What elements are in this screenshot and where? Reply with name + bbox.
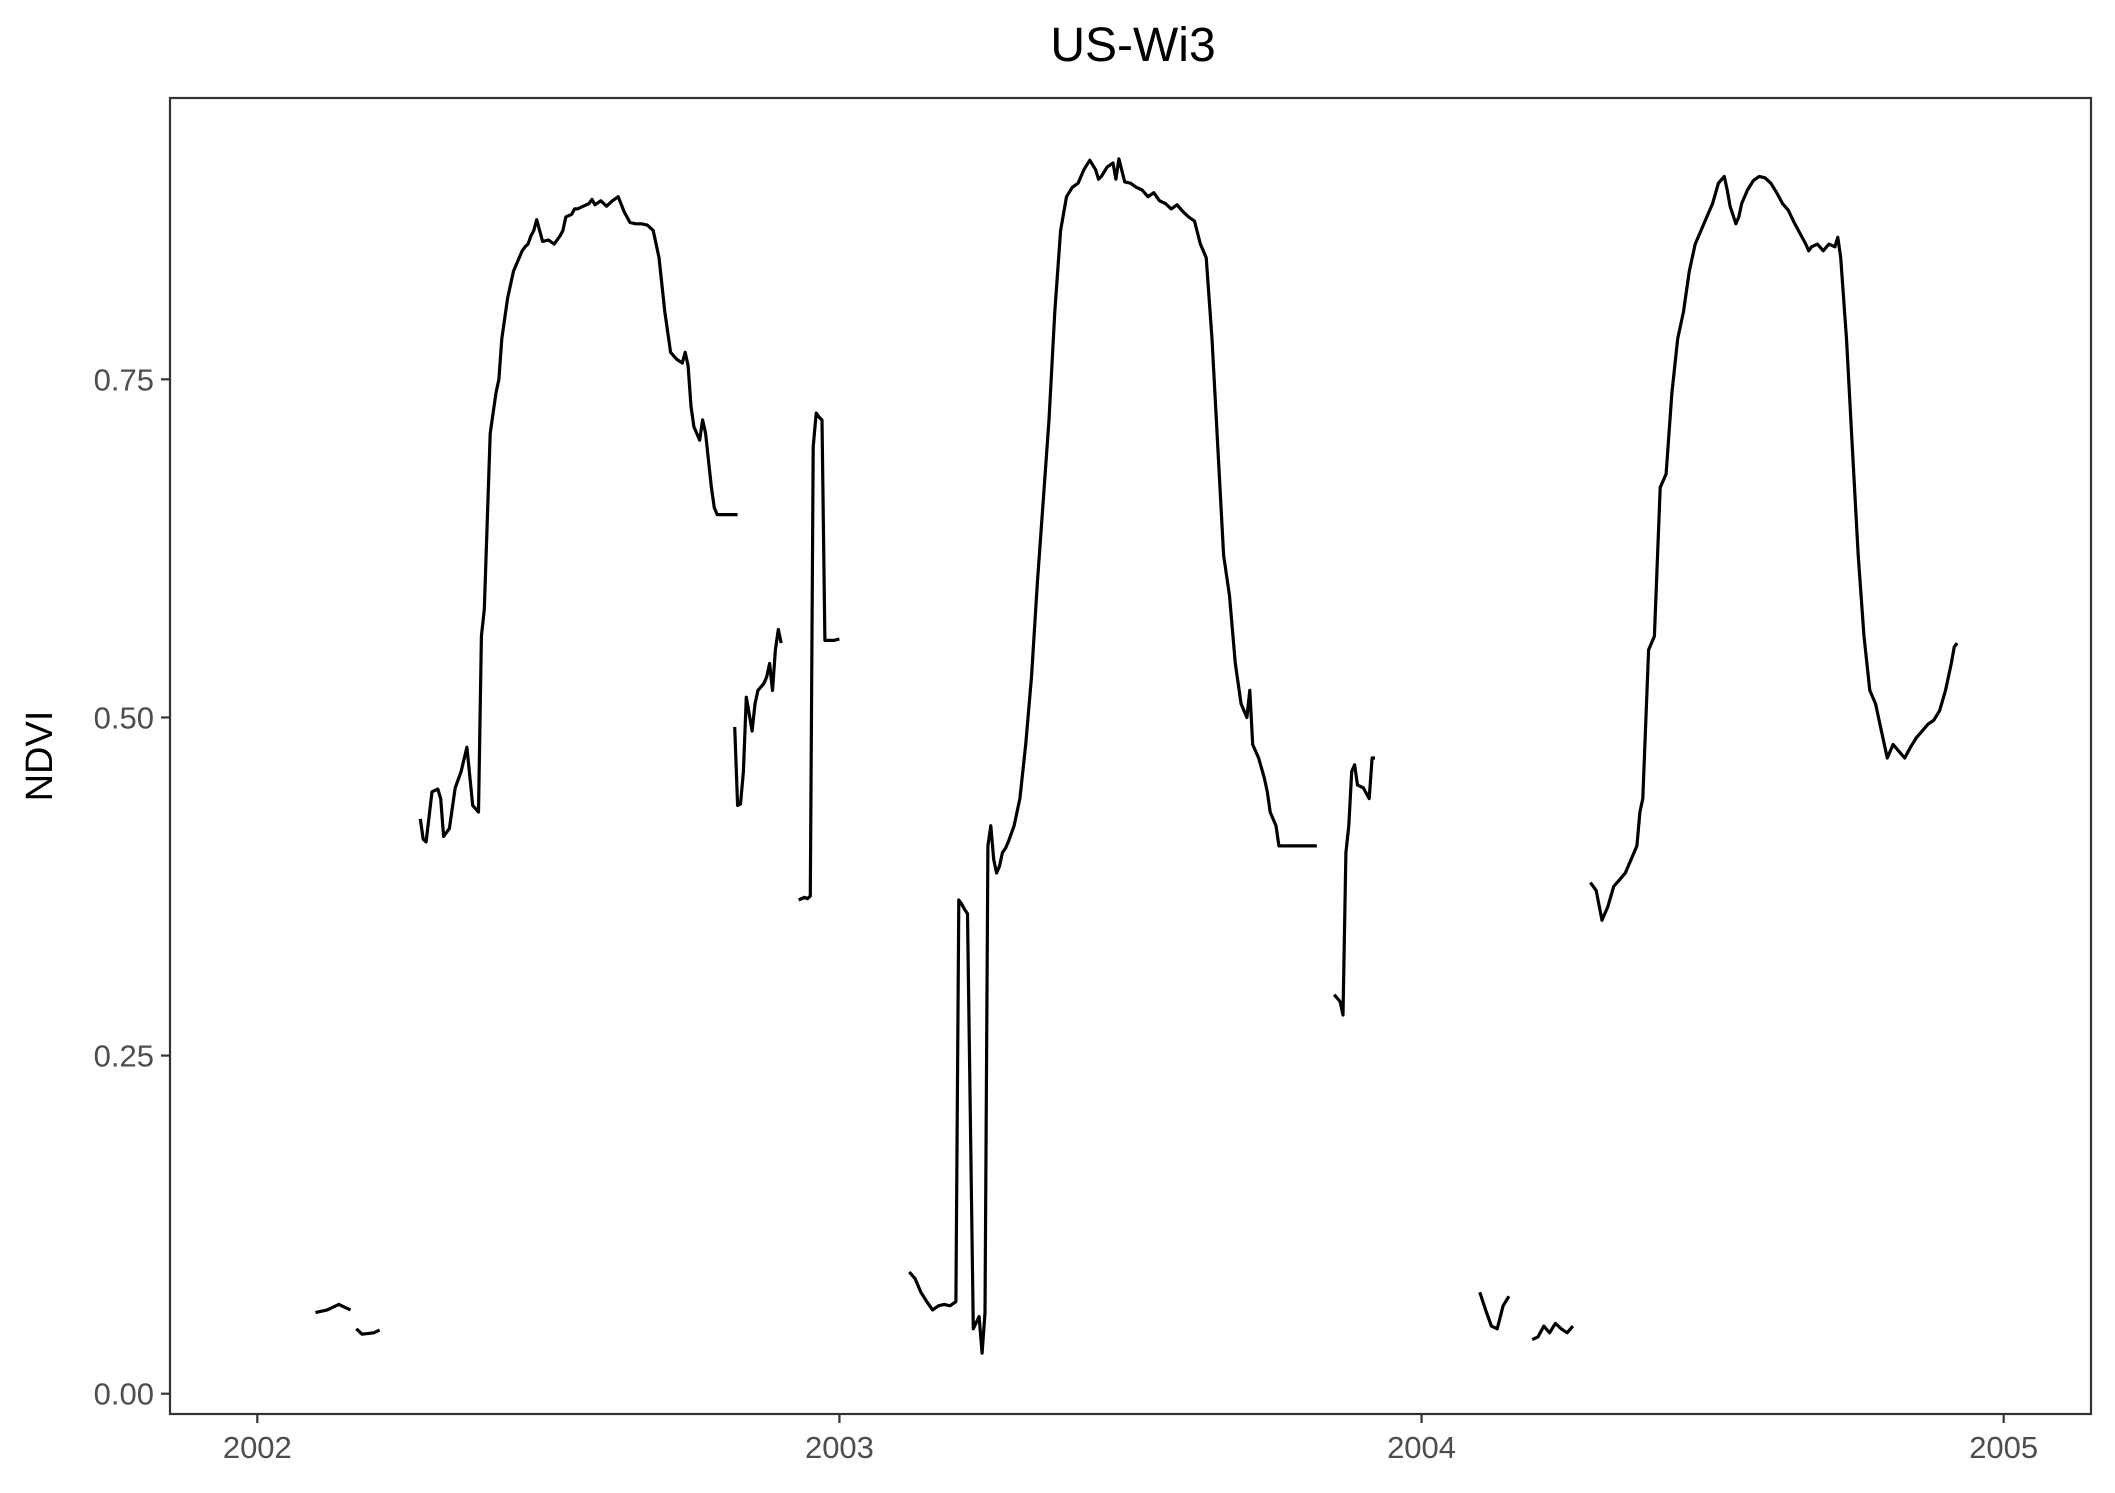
y-axis-label: NDVI: [19, 711, 61, 802]
x-tick-label: 2005: [1969, 1430, 2038, 1465]
chart-title: US-Wi3: [1050, 19, 1215, 72]
series-layer: [315, 157, 1959, 1355]
x-tick-label: 2004: [1387, 1430, 1456, 1465]
ndvi-line-segment-3: [418, 195, 738, 844]
ndvi-line-segment-6: [908, 157, 1317, 1355]
y-tick-label: 0.50: [94, 700, 154, 735]
x-axis: 2002 2003 2004 2005: [223, 1414, 2038, 1465]
x-tick-label: 2003: [805, 1430, 874, 1465]
ndvi-line-segment-5: [798, 411, 840, 902]
y-tick-label: 0.25: [94, 1039, 154, 1074]
x-tick-label: 2002: [223, 1430, 292, 1465]
ndvi-line-segment-10: [1589, 174, 1959, 922]
ndvi-line-segment-7: [1332, 756, 1375, 1017]
ndvi-line-segment-9: [1531, 1321, 1575, 1342]
y-tick-label: 0.00: [94, 1377, 154, 1412]
y-tick-label: 0.75: [94, 362, 154, 397]
y-axis: 0.00 0.25 0.50 0.75: [94, 362, 170, 1412]
ndvi-line-segment-4: [733, 627, 783, 808]
plot-panel: [168, 96, 2093, 1416]
ndvi-line-segment-1: [315, 1302, 352, 1315]
ndvi-line-segment-8: [1478, 1291, 1511, 1331]
ndvi-line-segment-2: [355, 1327, 381, 1336]
